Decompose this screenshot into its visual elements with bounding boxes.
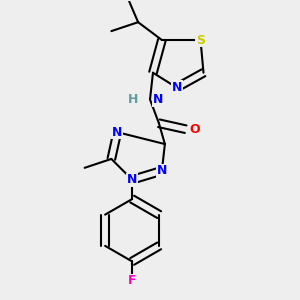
Text: F: F [128,274,136,287]
Text: N: N [127,173,137,186]
Text: N: N [157,164,167,177]
Text: N: N [112,126,122,139]
Text: O: O [189,123,200,136]
Text: H: H [128,93,138,106]
Text: N: N [172,81,182,94]
Text: N: N [153,93,163,106]
Text: S: S [196,34,205,46]
